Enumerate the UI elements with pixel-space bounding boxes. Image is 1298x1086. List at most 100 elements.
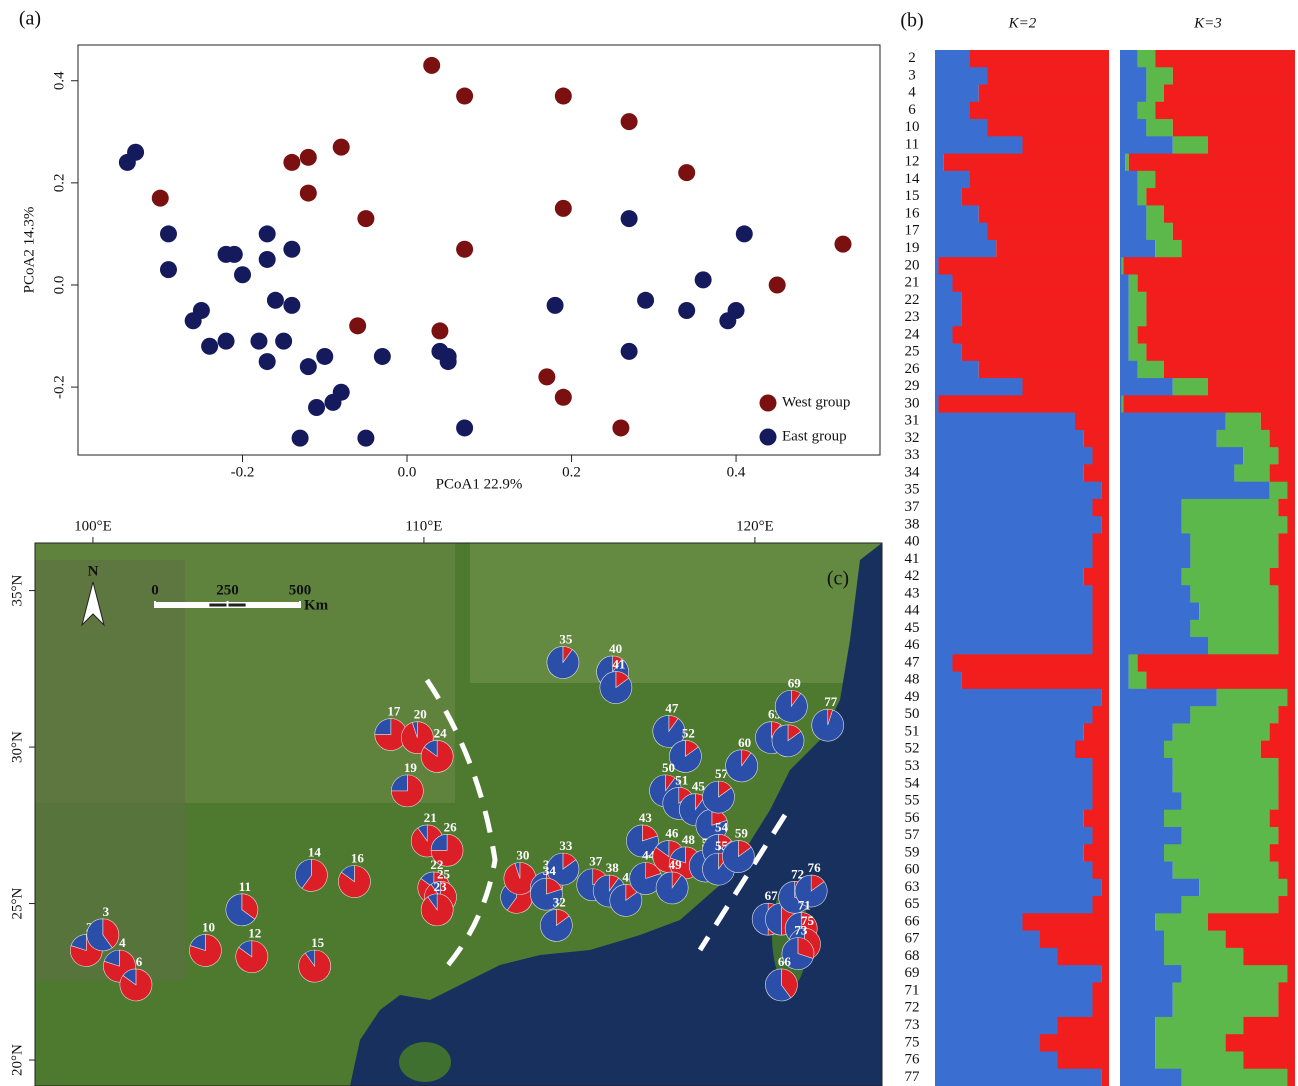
bar-segment <box>1120 551 1190 569</box>
bar-segment <box>1120 257 1122 275</box>
population-label: 42 <box>905 568 920 584</box>
bar-segment <box>1120 395 1122 413</box>
point <box>193 302 210 319</box>
pie-label: 40 <box>609 641 622 656</box>
bar-segment <box>935 827 1093 845</box>
bar-segment <box>1138 102 1156 120</box>
lon-label: 110°E <box>405 518 442 534</box>
pie-label: 48 <box>682 832 696 847</box>
bar-segment <box>1287 1069 1296 1086</box>
bar-segment <box>979 205 1110 223</box>
pie-label: 49 <box>669 857 683 872</box>
bar-segment <box>1190 706 1278 724</box>
population-label: 67 <box>905 931 921 947</box>
population-label: 29 <box>905 378 920 394</box>
population-label: 51 <box>905 723 920 739</box>
pie-label: 43 <box>639 810 653 825</box>
population-label: 17 <box>905 223 921 239</box>
x-tick-label: -0.2 <box>231 464 255 480</box>
bar-segment <box>1182 1069 1288 1086</box>
map-background <box>35 543 882 1086</box>
point <box>736 225 753 242</box>
bar-segment <box>1173 67 1296 85</box>
bar-segment <box>1146 223 1172 241</box>
bar-segment <box>1226 413 1261 431</box>
bar-segment <box>1101 1069 1110 1086</box>
bar-segment <box>935 913 1023 931</box>
bar-segment <box>1208 378 1296 396</box>
bar-segment <box>1120 896 1182 914</box>
x-tick-label: 0.0 <box>398 464 417 480</box>
point <box>333 139 350 156</box>
bar-segment <box>935 948 1058 966</box>
point <box>637 292 654 309</box>
pie-label: 69 <box>788 675 802 690</box>
point <box>834 236 851 253</box>
bar-segment <box>1058 948 1111 966</box>
pie-slice <box>726 750 758 782</box>
pie-slice <box>547 647 579 679</box>
bar-segment <box>1129 274 1138 292</box>
pie-label: 23 <box>434 879 448 894</box>
population-label: 55 <box>905 793 920 809</box>
plot-frame <box>78 45 880 455</box>
bar-segment <box>935 361 979 379</box>
population-label: 21 <box>905 275 920 291</box>
bar-segment <box>1182 827 1279 845</box>
bar-segment <box>1270 723 1296 741</box>
bar-segment <box>1120 723 1173 741</box>
population-label: 56 <box>905 810 921 826</box>
bar-segment <box>1138 361 1164 379</box>
bar-segment <box>988 223 1111 241</box>
bar-segment <box>988 67 1111 85</box>
bar-segment <box>1120 344 1129 362</box>
bar-segment <box>1155 50 1296 68</box>
bar-segment <box>1120 378 1173 396</box>
bar-segment <box>1146 119 1172 137</box>
bar-segment <box>1075 741 1110 759</box>
bar-segment <box>1120 568 1182 586</box>
point <box>456 241 473 258</box>
population-label: 40 <box>905 534 920 550</box>
bar-segment <box>1138 326 1296 344</box>
population-label: 77 <box>905 1069 921 1085</box>
bar-segment <box>1120 274 1129 292</box>
bar-segment <box>1278 603 1296 621</box>
point <box>769 276 786 293</box>
bar-segment <box>1120 827 1182 845</box>
pie-label: 46 <box>665 826 679 841</box>
point <box>234 266 251 283</box>
population-label: 41 <box>905 551 920 567</box>
population-label: 71 <box>905 982 920 998</box>
bar-segment <box>935 1051 1058 1069</box>
bar-segment <box>961 672 1110 690</box>
population-label: 12 <box>905 154 920 170</box>
population-label: 73 <box>905 1017 920 1033</box>
bar-segment <box>1243 1017 1296 1035</box>
population-label: 63 <box>905 879 920 895</box>
bar-segment <box>1058 1051 1111 1069</box>
population-label: 52 <box>905 741 920 757</box>
point <box>547 297 564 314</box>
bar-segment <box>1101 879 1110 897</box>
bar-segment <box>935 413 1075 431</box>
lon-label: 100°E <box>74 518 112 534</box>
bar-segment <box>1120 533 1190 551</box>
bar-segment <box>935 499 1093 517</box>
lat-label: 30°N <box>9 731 25 763</box>
point <box>728 302 745 319</box>
pie-label: 35 <box>559 632 573 647</box>
bar-segment <box>1120 741 1164 759</box>
pie-label: 67 <box>765 888 779 903</box>
bar-segment <box>1122 257 1124 275</box>
bar-segment <box>1120 844 1164 862</box>
x-axis-label: PCoA1 22.9% <box>436 476 523 492</box>
bar-segment <box>1093 603 1111 621</box>
bar-segment <box>935 447 1093 465</box>
bar-segment <box>1120 516 1182 534</box>
point <box>423 57 440 74</box>
pie-label: 14 <box>308 844 322 859</box>
point <box>259 353 276 370</box>
bar-segment <box>1173 862 1279 880</box>
bar-segment <box>961 188 1110 206</box>
